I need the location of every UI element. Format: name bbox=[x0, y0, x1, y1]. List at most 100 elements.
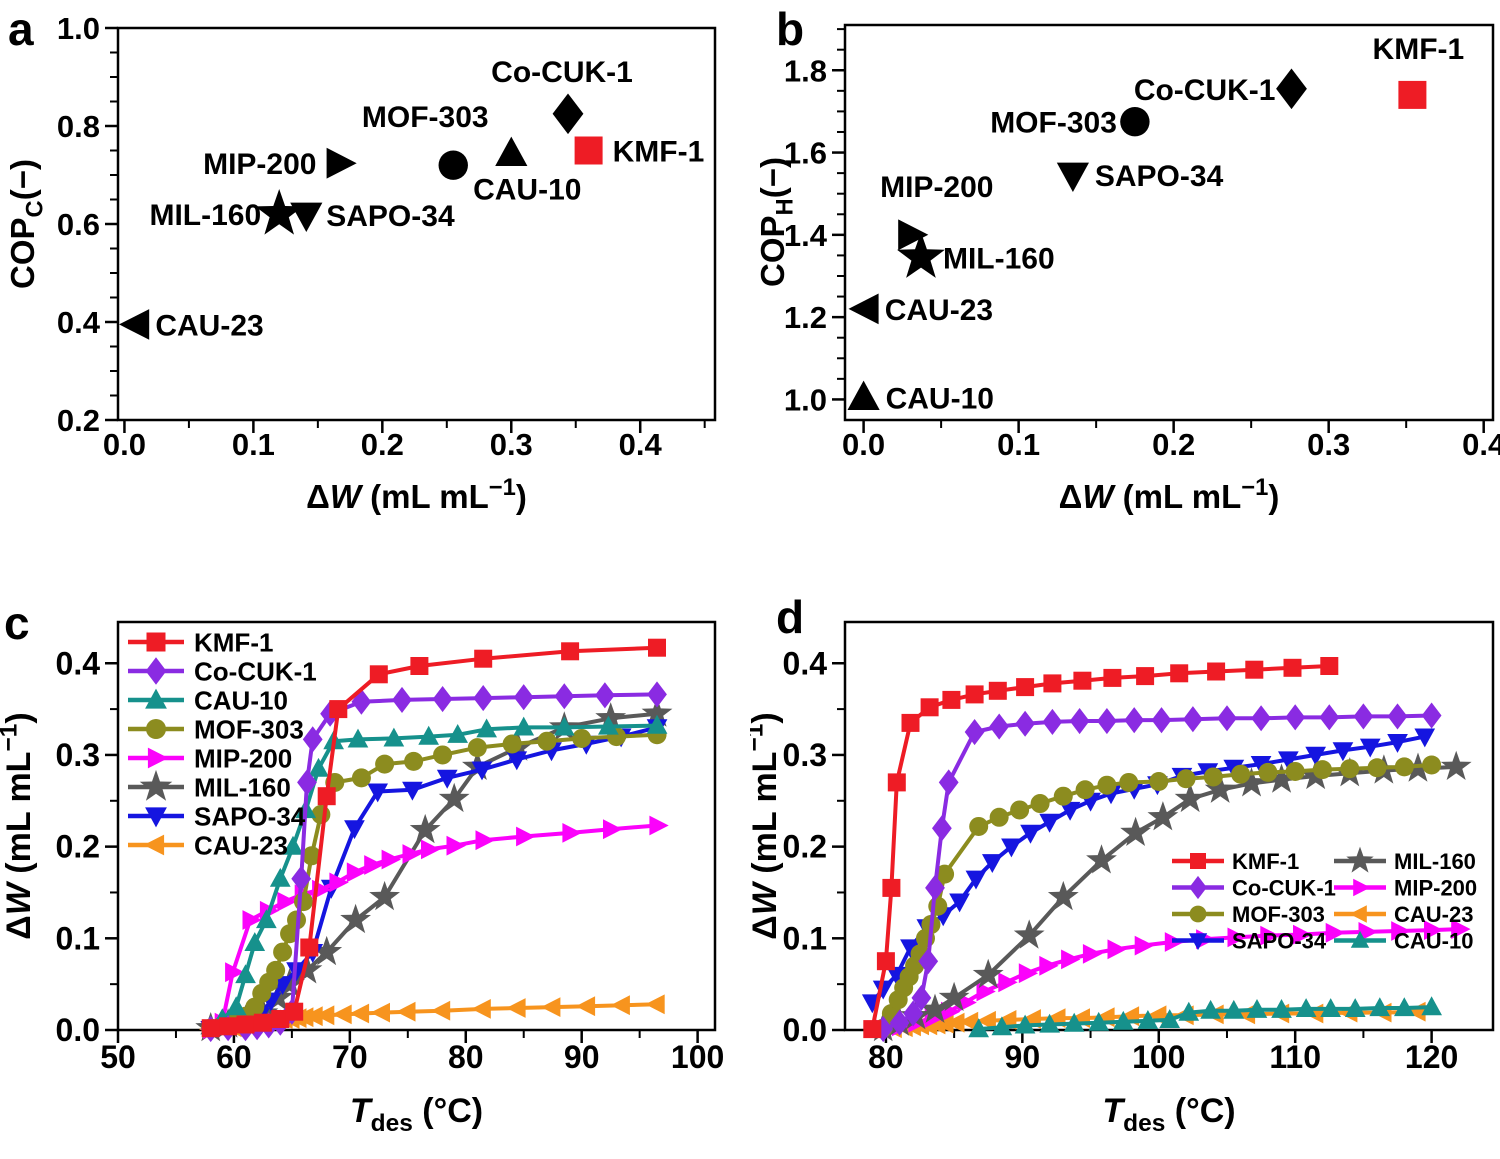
svg-text:110: 110 bbox=[1269, 1039, 1321, 1075]
legend-item-cau-10: CAU-10 bbox=[128, 685, 288, 715]
data-point-co-cuk-1: Co-CUK-1 bbox=[1134, 68, 1307, 110]
legend-label: SAPO-34 bbox=[194, 801, 306, 831]
svg-text:0.2: 0.2 bbox=[783, 829, 827, 865]
data-point-cau-10: CAU-10 bbox=[473, 136, 581, 206]
panel-c-uptake-vs-desorption-temp-chart: 50 60 70 80 90 100 0.0 0.1 0.2 0.3 0.4 Tdes (°C) ΔW … bbox=[0, 620, 724, 1137]
svg-text:0.3: 0.3 bbox=[783, 737, 827, 773]
svg-text:1.0: 1.0 bbox=[784, 382, 827, 417]
svg-text:ΔW (mL mL−1): ΔW (mL mL−1) bbox=[750, 712, 784, 939]
svg-text:1.6: 1.6 bbox=[784, 136, 827, 171]
legend-label: CAU-23 bbox=[1394, 902, 1473, 927]
legend-item-sapo-34: SAPO-34 bbox=[1172, 928, 1327, 953]
x-axis-label: ΔW (mL mL−1) bbox=[306, 474, 527, 515]
data-point-cau-23: CAU-23 bbox=[119, 309, 264, 342]
panel-c-letter: c bbox=[4, 597, 30, 649]
legend-item-mil-160: MIL-160 bbox=[1334, 846, 1476, 874]
data-point-label: CAU-10 bbox=[473, 173, 581, 206]
x-axis-ticks: 80 90 100 110 120 bbox=[868, 1030, 1458, 1075]
legend-item-kmf-1: KMF-1 bbox=[128, 627, 273, 657]
svg-text:80: 80 bbox=[868, 1039, 904, 1075]
data-point-label: KMF-1 bbox=[1373, 33, 1465, 66]
legend-label: KMF-1 bbox=[194, 627, 273, 657]
svg-text:120: 120 bbox=[1405, 1039, 1458, 1075]
legend-label: Co-CUK-1 bbox=[194, 656, 317, 686]
data-point-co-cuk-1: Co-CUK-1 bbox=[491, 56, 633, 135]
data-point-label: CAU-10 bbox=[886, 382, 994, 415]
legend: KMF-1Co-CUK-1CAU-10MOF-303MIP-200MIL-160… bbox=[128, 627, 317, 860]
data-point-mil-160: MIL-160 bbox=[149, 189, 304, 235]
svg-text:0.4: 0.4 bbox=[57, 305, 101, 340]
svg-text:90: 90 bbox=[564, 1039, 600, 1075]
svg-text:0.0: 0.0 bbox=[783, 1012, 827, 1048]
panel-b-cop-heating-scatter-chart: 0.0 0.1 0.2 0.3 0.4 1.0 1.2 1.4 1.6 1.8 ΔW (mL mL−… bbox=[754, 23, 1500, 515]
legend-label: MIL-160 bbox=[1394, 849, 1476, 874]
svg-text:0.0: 0.0 bbox=[103, 427, 146, 462]
svg-text:0.2: 0.2 bbox=[1152, 427, 1195, 462]
data-point-label: MIP-200 bbox=[880, 171, 993, 204]
legend-item-mip-200: MIP-200 bbox=[1334, 875, 1477, 900]
series-mof-303 bbox=[873, 755, 1442, 1038]
svg-text:0.4: 0.4 bbox=[56, 645, 101, 681]
legend-item-mof-303: MOF-303 bbox=[128, 714, 304, 744]
svg-text:ΔW (mL mL−1): ΔW (mL mL−1) bbox=[0, 712, 38, 939]
legend-label: SAPO-34 bbox=[1232, 928, 1327, 953]
svg-text:1.0: 1.0 bbox=[57, 11, 100, 46]
legend-label: Co-CUK-1 bbox=[1232, 875, 1336, 900]
legend-item-mil-160: MIL-160 bbox=[128, 769, 291, 802]
panel-a-letter: a bbox=[8, 3, 34, 55]
data-point-mil-160: MIL-160 bbox=[897, 232, 1055, 278]
svg-text:1.4: 1.4 bbox=[784, 218, 828, 253]
svg-text:0.4: 0.4 bbox=[1462, 427, 1500, 462]
series-kmf-1 bbox=[201, 638, 666, 1038]
x-axis-label: Tdes (°C) bbox=[1102, 1092, 1235, 1137]
data-point-cau-10: CAU-10 bbox=[847, 380, 994, 415]
legend-item-cau-23: CAU-23 bbox=[128, 830, 288, 860]
y-axis-ticks: 0.2 0.4 0.6 0.8 1.0 bbox=[57, 11, 118, 438]
x-axis-label: Tdes (°C) bbox=[350, 1092, 483, 1137]
svg-text:1.2: 1.2 bbox=[784, 300, 827, 335]
data-point-mip-200: MIP-200 bbox=[880, 171, 994, 251]
legend-item-kmf-1: KMF-1 bbox=[1172, 849, 1299, 874]
data-point-label: Co-CUK-1 bbox=[491, 56, 633, 89]
legend-item-co-cuk-1: Co-CUK-1 bbox=[1172, 875, 1336, 900]
svg-text:COPH(−): COPH(−) bbox=[754, 157, 799, 287]
y-axis-label: ΔW (mL mL−1) bbox=[0, 712, 38, 939]
data-point-label: Co-CUK-1 bbox=[1134, 74, 1276, 107]
legend-item-mip-200: MIP-200 bbox=[128, 743, 292, 773]
data-point-label: CAU-23 bbox=[885, 294, 993, 327]
x-axis-ticks: 0.0 0.1 0.2 0.3 0.4 bbox=[103, 420, 706, 462]
y-axis-label: ΔW (mL mL−1) bbox=[750, 712, 784, 939]
svg-text:COPC(−): COPC(−) bbox=[4, 159, 49, 289]
y-axis-ticks: 0.0 0.1 0.2 0.3 0.4 bbox=[783, 645, 845, 1048]
svg-text:0.4: 0.4 bbox=[783, 645, 828, 681]
legend-label: CAU-10 bbox=[1394, 928, 1473, 953]
legend-item-co-cuk-1: Co-CUK-1 bbox=[128, 656, 317, 686]
panel-b-letter: b bbox=[776, 3, 805, 55]
svg-text:60: 60 bbox=[216, 1039, 252, 1075]
svg-text:0.2: 0.2 bbox=[56, 829, 100, 865]
data-point-label: SAPO-34 bbox=[1095, 160, 1224, 193]
svg-text:90: 90 bbox=[1005, 1039, 1041, 1075]
panel-d-letter: d bbox=[776, 591, 805, 643]
data-point-sapo-34: SAPO-34 bbox=[290, 200, 455, 233]
y-axis-ticks: 0.0 0.1 0.2 0.3 0.4 bbox=[56, 645, 118, 1048]
svg-text:0.3: 0.3 bbox=[490, 427, 533, 462]
svg-text:100: 100 bbox=[671, 1039, 724, 1075]
panel-d-uptake-vs-desorption-temp-chart: 80 90 100 110 120 0.0 0.1 0.2 0.3 0.4 Tdes (°C) ΔW … bbox=[750, 620, 1495, 1137]
svg-text:80: 80 bbox=[448, 1039, 484, 1075]
svg-text:0.6: 0.6 bbox=[57, 207, 100, 242]
svg-text:50: 50 bbox=[100, 1039, 136, 1075]
svg-text:Tdes (°C): Tdes (°C) bbox=[1102, 1092, 1235, 1137]
x-axis-label: ΔW (mL mL−1) bbox=[1059, 474, 1280, 515]
legend-item-cau-10: CAU-10 bbox=[1334, 928, 1473, 953]
data-point-label: CAU-23 bbox=[155, 309, 263, 342]
panel-a-cop-cooling-scatter-chart: 0.0 0.1 0.2 0.3 0.4 0.2 0.4 0.6 0.8 1.0 ΔW (mL mL−… bbox=[4, 11, 717, 515]
data-point-kmf-1: KMF-1 bbox=[1373, 33, 1465, 109]
svg-text:0.2: 0.2 bbox=[57, 403, 100, 438]
legend-label: MIL-160 bbox=[194, 772, 291, 802]
svg-text:0.1: 0.1 bbox=[56, 920, 100, 956]
data-point-label: MIP-200 bbox=[203, 148, 316, 181]
data-point-cau-23: CAU-23 bbox=[848, 293, 993, 327]
data-point-sapo-34: SAPO-34 bbox=[1056, 160, 1224, 193]
